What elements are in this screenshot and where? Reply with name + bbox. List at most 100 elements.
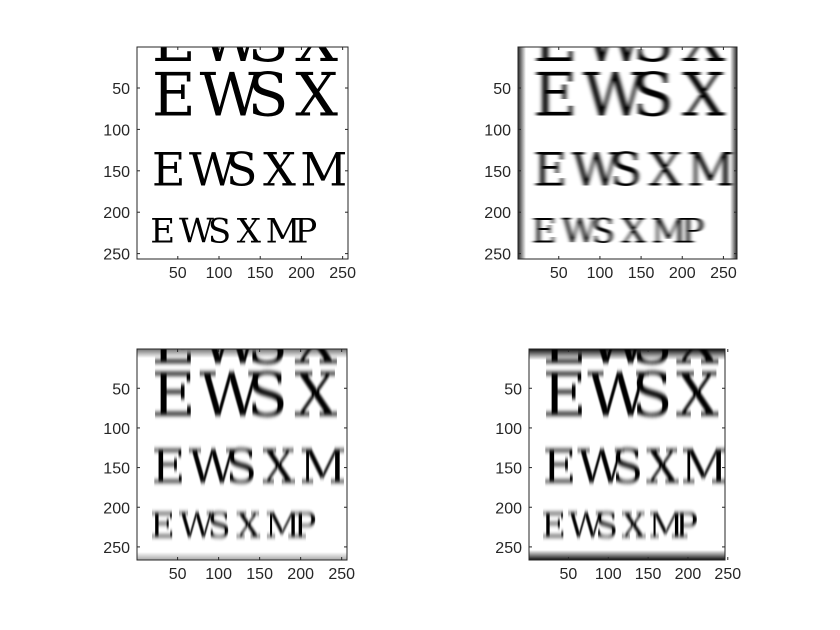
chart-letter: E — [533, 60, 577, 130]
chart-letter: P — [681, 212, 704, 252]
chart-letter: S — [226, 440, 258, 494]
y-tick-label: 250 — [495, 540, 522, 557]
chart-letter: W — [587, 360, 649, 430]
cropped-letter: S — [633, 6, 674, 76]
y-tick-label: 50 — [504, 381, 522, 398]
chart-letter: X — [295, 360, 338, 430]
x-tick-label: 50 — [550, 265, 568, 282]
chart-letter: X — [682, 60, 725, 130]
chart-letter: W — [179, 212, 214, 252]
chart-letter: E — [533, 143, 567, 197]
chart-letter: X — [646, 440, 679, 494]
chart-letter: M — [648, 506, 683, 546]
chart-letter: E — [532, 212, 557, 252]
chart-letter: P — [675, 506, 698, 546]
y-tick-label: 250 — [103, 247, 130, 264]
chart-letter: E — [152, 440, 186, 494]
y-tick-label: 150 — [103, 164, 130, 181]
x-tick-label: 250 — [710, 265, 737, 282]
chart-letter: S — [595, 506, 618, 546]
chart-letter: W — [189, 440, 237, 494]
chart-letter: E — [152, 143, 186, 197]
image-background — [518, 47, 737, 259]
x-tick-label: 200 — [669, 265, 696, 282]
chart-letter: X — [676, 360, 719, 430]
chart-letter: W — [200, 60, 262, 130]
cropped-letter: X — [295, 6, 338, 76]
x-tick-label: 150 — [246, 566, 273, 583]
x-tick-label: 250 — [329, 265, 356, 282]
x-tick-label: 50 — [169, 566, 187, 583]
chart-letter: P — [294, 506, 317, 546]
x-tick-label: 250 — [328, 566, 355, 583]
chart-letter: E — [541, 506, 566, 546]
image-background — [529, 349, 725, 560]
chart-letter: S — [610, 143, 642, 197]
y-tick-label: 100 — [484, 122, 511, 139]
y-tick-label: 100 — [495, 421, 522, 438]
axes-box — [136, 348, 348, 561]
chart-letter: S — [208, 506, 231, 546]
cropped-letter: W — [583, 6, 645, 76]
chart-letter: W — [572, 143, 620, 197]
chart-letter: W — [568, 506, 603, 546]
image-background — [137, 349, 347, 560]
x-tick-label: 200 — [287, 566, 314, 583]
y-tick-label: 100 — [103, 122, 130, 139]
chart-letter: E — [152, 60, 196, 130]
chart-letter: M — [687, 143, 734, 197]
chart-letter: X — [622, 212, 647, 252]
axes-box — [136, 46, 349, 260]
y-tick-label: 250 — [103, 540, 130, 557]
y-tick-label: 150 — [103, 461, 130, 478]
chart-letter: S — [226, 143, 258, 197]
cropped-letter: E — [533, 6, 577, 76]
y-tick-label: 150 — [484, 164, 511, 181]
cropped-letter: S — [247, 6, 288, 76]
chart-letter: M — [300, 143, 347, 197]
image: E WS XE WS XE WS X ME WS X MP — [529, 349, 725, 560]
chart-letter: X — [263, 143, 296, 197]
x-tick-label: 50 — [169, 265, 187, 282]
y-tick-label: 50 — [112, 81, 130, 98]
y-tick-label: 200 — [495, 500, 522, 517]
chart-letter: E — [152, 360, 196, 430]
chart-letter: S — [612, 440, 644, 494]
chart-letter: E — [150, 212, 175, 252]
y-tick-label: 250 — [484, 247, 511, 264]
chart-letter: S — [208, 212, 231, 252]
chart-letter: M — [651, 212, 686, 252]
x-tick-label: 100 — [206, 265, 233, 282]
y-tick-label: 200 — [103, 205, 130, 222]
image: E WS XE WS XE WS X ME WS X MP — [518, 6, 737, 259]
chart-letter: X — [622, 506, 647, 546]
y-tick-label: 50 — [493, 81, 511, 98]
x-tick-label: 200 — [288, 265, 315, 282]
x-tick-label: 200 — [675, 566, 702, 583]
x-tick-label: 100 — [205, 566, 232, 583]
chart-letter: M — [299, 440, 346, 494]
chart-letter: P — [294, 212, 317, 252]
chart-letter: X — [263, 440, 296, 494]
chart-letter: S — [247, 60, 288, 130]
image: E WS XE WS XE WS X ME WS X MP — [137, 349, 347, 560]
chart-letter: X — [236, 506, 261, 546]
axes-box — [517, 46, 738, 260]
chart-letter: E — [543, 360, 587, 430]
y-tick-label: 100 — [103, 421, 130, 438]
chart-letter: W — [562, 212, 597, 252]
x-tick-label: 100 — [595, 566, 622, 583]
chart-letter: S — [632, 360, 673, 430]
cropped-letter: X — [682, 6, 725, 76]
y-tick-label: 150 — [495, 461, 522, 478]
chart-letter: M — [266, 212, 301, 252]
chart-letter: W — [583, 60, 645, 130]
chart-letter: X — [295, 60, 338, 130]
axes-box — [528, 348, 726, 561]
chart-letter: S — [592, 212, 615, 252]
x-tick-label: 50 — [560, 566, 578, 583]
